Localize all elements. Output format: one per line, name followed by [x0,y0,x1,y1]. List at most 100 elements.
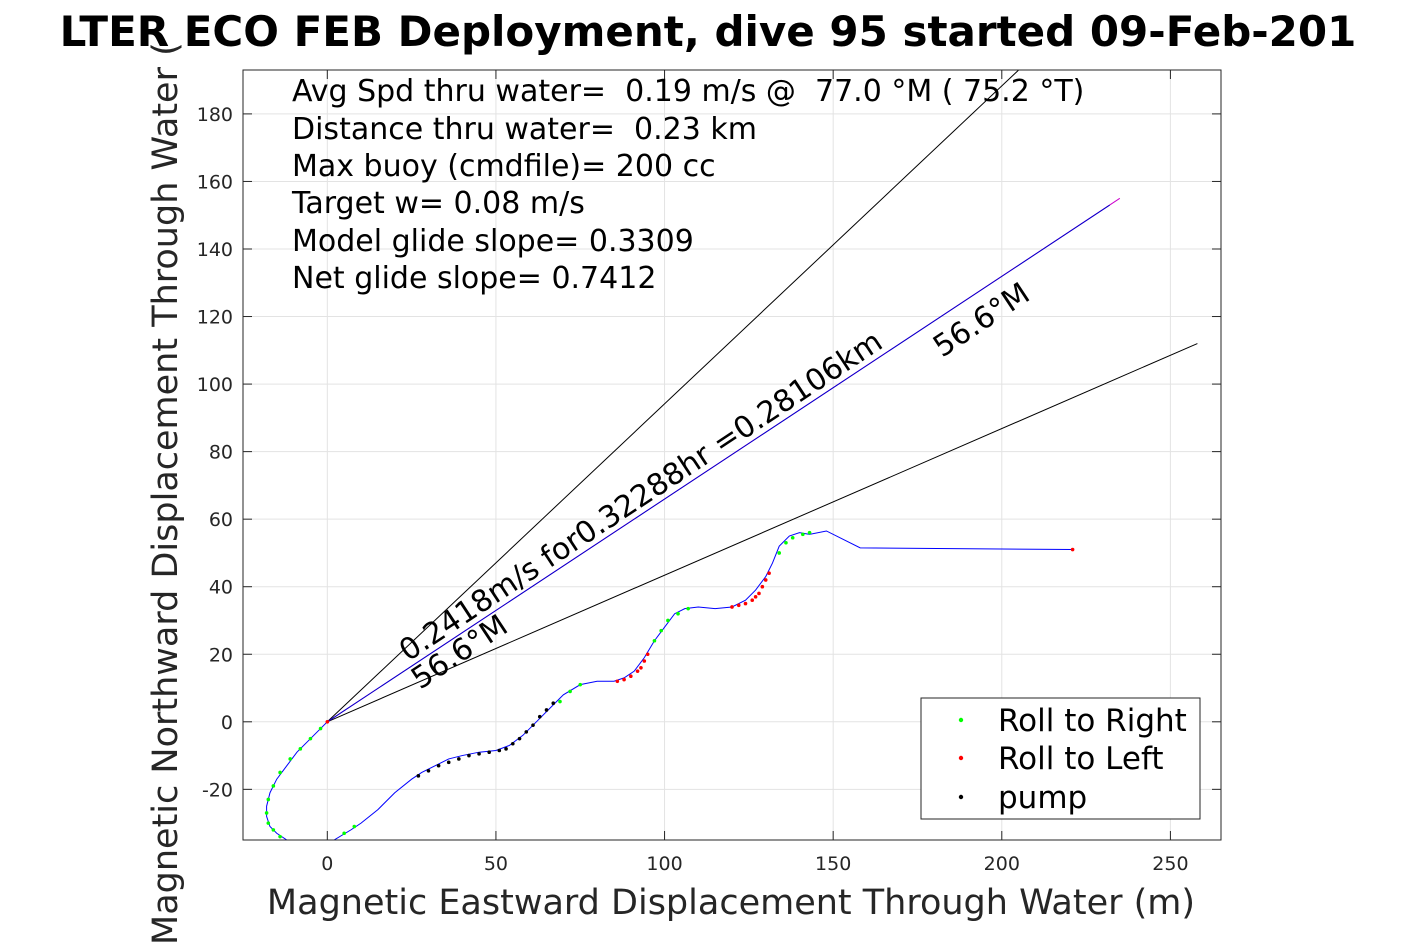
point-pump [544,708,549,712]
point-pump [551,701,556,706]
point-roll-to-left [730,605,734,609]
axis-ticks: 0 50 100 150 200 250 -20 0 20 40 60 80 100 120 140 160 1… [197,70,1221,875]
info-line-4: Target w= 0.08 m/s [291,186,585,221]
point-roll-to-left [763,578,768,582]
point-roll-to-right [278,770,282,775]
y-tick-label: 160 [197,171,233,193]
point-pump [504,747,508,751]
y-tick-label: 0 [221,712,233,734]
point-pump [477,752,481,756]
point-roll-to-right [288,757,293,761]
point-roll-to-right [342,831,346,836]
legend-marker-pump [958,794,964,800]
x-tick-label: 0 [321,853,333,875]
point-roll-to-left [750,598,755,603]
point-roll-to-left [325,719,330,724]
plot-frame [242,69,1222,841]
legend-box [920,697,1201,820]
point-roll-to-right [278,834,282,839]
heading-line-inner [327,204,1110,723]
point-roll-to-right [790,535,795,540]
x-tick-label: 200 [984,853,1020,875]
legend: Roll to Right Roll to Left pump [920,697,1201,820]
point-roll-to-right [266,821,271,825]
point-roll-to-right [784,541,788,545]
point-pump [416,774,421,778]
point-roll-to-right [271,784,276,788]
chart-title: LTER ECO FEB Deployment, dive 95 started… [60,7,1357,56]
y-tick-label: 20 [209,644,233,666]
point-roll-to-right [777,551,782,555]
point-pump [531,723,535,727]
point-roll-to-right [558,699,562,704]
point-roll-to-right [308,736,313,741]
x-tick-label: 100 [646,853,682,875]
point-roll-to-left [1070,547,1075,552]
point-roll-to-right [318,726,323,731]
point-roll-to-right [807,530,812,535]
legend-label-pump: pump [998,780,1087,816]
point-pump [510,741,515,746]
point-roll-to-left [635,669,640,673]
point-roll-to-right [271,828,276,832]
legend-label-roll-left: Roll to Left [998,741,1164,777]
point-roll-to-right [298,747,303,751]
point-roll-to-right [266,797,271,802]
point-roll-to-right [659,628,663,633]
legend-marker-roll-left [958,755,964,761]
point-pump [426,768,431,773]
point-roll-to-left [767,571,771,576]
point-roll-to-right [676,611,680,616]
x-axis-label: Magnetic Eastward Displacement Through W… [267,883,1195,923]
heading-cone-lower [327,343,1198,723]
point-roll-to-right [666,618,670,623]
y-axis-label: Magnetic Northward Displacement Through … [146,42,186,945]
info-line-1: Avg Spd thru water= 0.19 m/s @ 77.0 °M (… [292,74,1084,109]
point-roll-to-left [753,595,758,599]
y-tick-label: 140 [197,239,233,261]
info-line-6: Net glide slope= 0.7412 [292,261,656,296]
point-pump [524,730,529,734]
point-pump [457,757,461,761]
legend-marker-roll-right [958,717,964,723]
legend-label-roll-right: Roll to Right [998,703,1187,739]
point-roll-to-right [801,532,805,537]
point-pump [436,763,441,768]
point-roll-to-left [615,679,620,684]
heading-cone-upper [326,70,1019,723]
point-roll-to-left [757,591,761,596]
point-roll-to-right [352,824,357,829]
point-pump [497,748,502,753]
point-roll-to-right [578,682,583,687]
point-roll-to-left [743,601,748,606]
point-pump [446,760,451,765]
point-roll-to-left [622,677,626,682]
point-roll-to-left [642,659,647,663]
point-roll-to-left [629,674,633,679]
point-roll-to-right [652,638,657,643]
y-tick-label: 60 [209,509,233,531]
info-line-5: Model glide slope= 0.3309 [292,224,694,259]
y-tick-label: -20 [202,779,233,801]
glider-track [266,530,1073,840]
point-roll-to-left [645,652,650,657]
point-roll-to-left [736,603,741,608]
data-points [264,530,1075,840]
point-roll-to-right [686,606,690,611]
grid-lines [243,70,1221,840]
y-tick-label: 40 [209,577,233,599]
point-roll-to-left [639,665,643,670]
info-line-2: Distance thru water= 0.23 km [292,112,757,147]
point-pump [467,753,471,758]
info-block: Avg Spd thru water= 0.19 m/s @ 77.0 °M (… [291,74,1084,296]
track-line [266,530,1073,840]
x-tick-label: 250 [1152,853,1188,875]
point-roll-to-left [760,584,765,589]
y-tick-label: 100 [197,374,233,396]
info-line-3: Max buoy (cmdfile)= 200 cc [292,149,716,184]
x-tick-label: 50 [484,853,508,875]
y-tick-label: 80 [209,442,233,464]
point-pump [487,750,491,754]
x-tick-label: 150 [815,853,851,875]
